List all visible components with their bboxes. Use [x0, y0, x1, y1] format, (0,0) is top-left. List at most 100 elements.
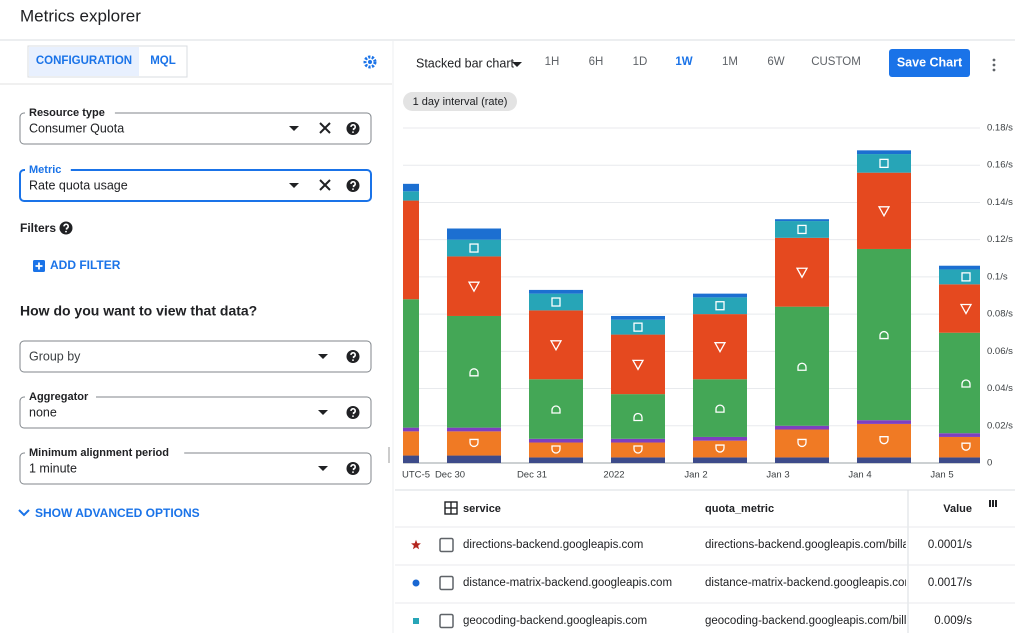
series-symbol — [715, 404, 725, 413]
bar-segment — [403, 427, 419, 432]
bar-segment — [775, 219, 829, 222]
bar-segment — [693, 436, 747, 441]
bar-segment — [775, 306, 829, 426]
help-icon[interactable] — [59, 221, 73, 235]
bar-segment — [447, 431, 501, 456]
columns-icon[interactable] — [989, 500, 997, 507]
y-tick-label: 0.16/s — [987, 160, 1013, 171]
tab[interactable]: CONFIGURATION — [36, 55, 132, 67]
service-cell: geocoding-backend.googleapis.com — [463, 615, 647, 627]
series-symbol — [551, 405, 561, 414]
help-glyph — [350, 463, 356, 471]
row-checkbox[interactable] — [439, 613, 454, 629]
bar-segment — [403, 183, 419, 192]
series-symbol — [961, 379, 971, 388]
column-header[interactable]: service — [463, 503, 501, 515]
dropdown-arrow[interactable] — [318, 410, 328, 415]
field-label-bg — [25, 164, 71, 175]
bar-segment — [611, 394, 665, 439]
help-icon[interactable] — [346, 122, 360, 135]
help-icon[interactable] — [346, 179, 360, 192]
field-value: Rate quota usage — [29, 178, 128, 192]
series-symbol — [715, 301, 725, 311]
column-header[interactable]: Value — [943, 503, 972, 515]
bar-segment — [775, 429, 829, 458]
dropdown-arrow[interactable] — [289, 126, 299, 131]
x-tick-label: Jan 5 — [930, 470, 953, 481]
series-symbol — [713, 342, 727, 354]
settings-icon[interactable] — [363, 55, 377, 69]
field-label-bg — [25, 391, 96, 402]
field-box[interactable] — [19, 396, 372, 429]
bar-segment — [447, 427, 501, 432]
series-symbol — [388, 439, 396, 446]
help-glyph — [350, 180, 356, 188]
bar-segment — [447, 315, 501, 428]
row-checkbox[interactable] — [439, 575, 454, 591]
series-symbol — [877, 206, 891, 218]
time-range-button[interactable]: CUSTOM — [811, 56, 861, 68]
bar-segment — [693, 297, 747, 315]
field-box[interactable] — [19, 112, 372, 145]
series-symbol — [961, 442, 971, 451]
time-range-button[interactable]: 6W — [767, 56, 784, 68]
time-range-button[interactable]: 1H — [545, 56, 560, 68]
help-icon[interactable] — [346, 406, 360, 419]
field-box[interactable] — [19, 340, 372, 373]
series-symbol — [797, 224, 807, 235]
column-picker-icon[interactable] — [444, 501, 458, 515]
series-symbol — [879, 158, 889, 169]
chart-type-select[interactable]: Stacked bar chart — [416, 56, 514, 70]
column-header[interactable]: quota_metric — [705, 503, 774, 515]
help-dot — [352, 471, 354, 473]
bar-segment — [939, 269, 980, 285]
add-filter-button[interactable]: ADD FILTER — [50, 258, 121, 272]
page-title: Metrics explorer — [20, 6, 141, 25]
y-tick-label: 0.02/s — [987, 420, 1013, 431]
more-menu[interactable] — [992, 58, 996, 72]
dropdown-arrow — [512, 62, 522, 67]
help-dot — [352, 131, 354, 133]
time-range-button[interactable]: 1M — [722, 56, 738, 68]
bar-segment — [447, 455, 501, 463]
clear-icon[interactable] — [319, 179, 331, 191]
field-box[interactable] — [19, 169, 372, 202]
bar-segment — [447, 228, 501, 240]
bar-segment — [611, 438, 665, 443]
series-symbol — [633, 322, 643, 332]
help-icon[interactable] — [346, 462, 360, 475]
help-icon[interactable] — [346, 350, 360, 363]
field-value: none — [29, 405, 57, 419]
series-symbol — [387, 246, 397, 255]
advanced-options-button[interactable]: SHOW ADVANCED OPTIONS — [35, 506, 200, 520]
quota-column: directions-backend.googleapis.com/billab… — [705, 539, 906, 627]
table-rows: directions-backend.googleapis.com/billab… — [395, 526, 1015, 629]
y-tick-label: 0.04/s — [987, 383, 1013, 394]
tab[interactable]: MQL — [150, 55, 176, 67]
y-tick-label: 0.14/s — [987, 197, 1013, 208]
bar-segment — [857, 150, 911, 155]
series-symbol — [549, 340, 563, 352]
bar-segment — [611, 319, 665, 335]
save-button-bg[interactable] — [889, 49, 970, 77]
time-range-button[interactable]: 1W — [675, 56, 692, 68]
bar-segment — [693, 314, 747, 380]
clear-icon[interactable] — [319, 122, 331, 134]
time-range-button[interactable]: 6H — [589, 56, 604, 68]
dropdown-arrow[interactable] — [318, 354, 328, 359]
bar-segment — [857, 248, 911, 421]
time-range-button[interactable]: 1D — [633, 56, 648, 68]
bar-segment — [693, 293, 747, 298]
field-box[interactable] — [19, 452, 372, 485]
series-symbol — [467, 281, 481, 293]
save-button[interactable]: Save Chart — [897, 55, 963, 69]
bar-segment — [529, 293, 583, 311]
series-symbol — [633, 412, 643, 422]
x-tick-label: Jan 2 — [684, 470, 707, 481]
section-heading: How do you want to view that data? — [20, 303, 257, 319]
bar-segment — [775, 237, 829, 307]
dropdown-arrow[interactable] — [289, 183, 299, 188]
dropdown-arrow[interactable] — [318, 466, 328, 471]
row-checkbox[interactable] — [439, 537, 454, 553]
series-symbol — [959, 303, 973, 315]
